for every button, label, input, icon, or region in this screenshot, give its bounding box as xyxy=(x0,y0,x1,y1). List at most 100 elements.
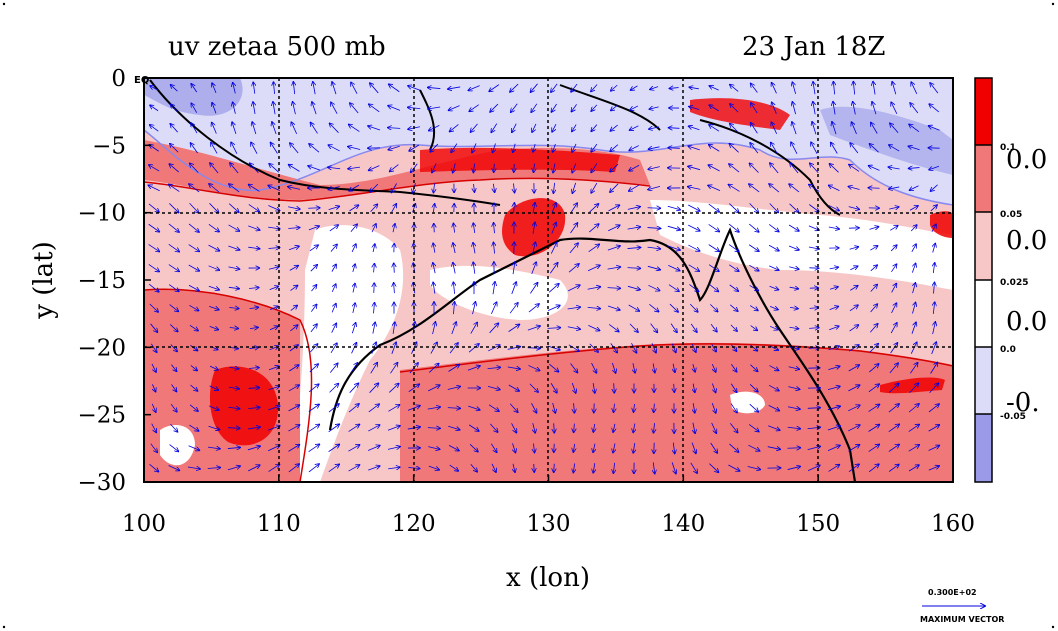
wind-vector xyxy=(290,325,297,332)
wind-vector xyxy=(933,263,934,274)
wind-vector xyxy=(768,244,779,250)
wind-vector xyxy=(469,444,478,451)
wind-vector xyxy=(850,143,859,154)
wind-vector xyxy=(827,426,840,431)
wind-vector xyxy=(510,83,519,92)
wind-vector xyxy=(829,287,838,289)
wind-vector xyxy=(593,382,595,393)
wind-vector xyxy=(729,264,738,271)
wind-vector xyxy=(449,343,458,354)
wind-vector xyxy=(708,264,719,272)
wind-vector xyxy=(708,165,720,172)
wind-vector xyxy=(528,304,539,313)
wind-vector xyxy=(148,185,160,192)
wind-vector xyxy=(828,227,839,229)
wind-vector xyxy=(728,223,739,232)
wind-vector xyxy=(150,125,159,132)
wind-vector xyxy=(572,124,577,132)
wind-vector xyxy=(533,222,535,234)
wind-vector xyxy=(248,465,260,472)
y-tick-label: −20 xyxy=(77,335,126,361)
wind-vector xyxy=(848,345,859,352)
wind-vector xyxy=(570,203,577,214)
wind-vector xyxy=(728,244,739,252)
wind-vector xyxy=(170,423,177,432)
chart-date: 23 Jan 18Z xyxy=(742,32,885,62)
wind-vector xyxy=(787,407,800,409)
wind-vector xyxy=(453,302,454,315)
wind-vector xyxy=(353,264,355,273)
y-tick-label: −15 xyxy=(77,268,126,294)
wind-vector xyxy=(170,124,178,133)
wind-vector xyxy=(709,125,720,132)
wind-vector xyxy=(649,147,660,149)
wind-vector xyxy=(351,82,358,94)
wind-vector xyxy=(447,386,460,390)
wind-vector xyxy=(789,267,799,269)
wind-vector xyxy=(190,143,198,154)
wind-vector xyxy=(513,183,514,192)
wind-vector xyxy=(873,82,875,95)
wind-vector xyxy=(911,263,915,273)
wind-vector xyxy=(673,363,675,372)
red-strong-ne xyxy=(690,98,790,130)
vector-legend-caption: MAXIMUM VECTOR xyxy=(920,615,1004,624)
wind-vector xyxy=(494,163,495,172)
colorbar-big-label-4: -0. xyxy=(1006,388,1040,418)
wind-vector xyxy=(631,343,636,353)
wind-vector xyxy=(653,462,654,473)
wind-vector xyxy=(310,265,317,272)
wind-vector xyxy=(447,408,460,409)
wind-vector xyxy=(870,304,878,313)
wind-vector xyxy=(788,245,799,250)
wind-vector xyxy=(909,185,919,190)
wind-vector xyxy=(729,144,739,153)
wind-vector xyxy=(853,82,854,95)
wind-vector xyxy=(669,128,680,129)
wind-vector xyxy=(228,224,240,231)
wind-vector xyxy=(547,305,560,311)
wind-vector xyxy=(749,264,758,271)
wind-vector xyxy=(614,383,615,393)
wind-vector xyxy=(588,224,598,233)
wind-vector xyxy=(607,305,620,310)
wind-vector xyxy=(787,427,801,428)
wind-vector xyxy=(749,285,759,290)
wind-vector xyxy=(228,287,239,288)
wind-vector xyxy=(389,84,400,93)
wind-vector xyxy=(651,343,656,352)
wind-vector xyxy=(851,122,857,135)
wind-vector xyxy=(252,122,257,135)
wind-vector xyxy=(268,227,280,229)
wind-vector xyxy=(689,107,700,110)
wind-vector xyxy=(391,204,397,213)
wind-vector xyxy=(511,282,516,295)
x-tick-label: 130 xyxy=(527,511,571,537)
wind-vector xyxy=(770,163,779,174)
wind-vector xyxy=(509,403,518,412)
wind-vector xyxy=(448,364,460,372)
wind-vector xyxy=(288,246,299,251)
wind-vector xyxy=(512,123,517,133)
wind-vector xyxy=(472,302,476,315)
wind-vector xyxy=(494,223,495,234)
wind-vector xyxy=(731,364,736,372)
wind-vector xyxy=(689,87,699,89)
wind-vector xyxy=(870,265,877,272)
wind-vector xyxy=(533,423,536,433)
colorbar-label-5: -0.05 xyxy=(1000,412,1026,422)
blue-patch-nw xyxy=(144,78,243,116)
wind-vector xyxy=(529,383,538,392)
wind-vector xyxy=(148,264,159,271)
wind-vector xyxy=(868,384,879,393)
wind-vector xyxy=(589,204,599,213)
wind-vector xyxy=(533,242,536,254)
wind-vector xyxy=(348,147,361,150)
wind-vector xyxy=(767,447,781,450)
wind-vector xyxy=(708,224,720,231)
wind-vector xyxy=(330,343,337,353)
wind-vector xyxy=(573,463,574,472)
wind-vector xyxy=(730,304,737,311)
wind-vector xyxy=(667,245,680,250)
wind-vector xyxy=(273,82,274,94)
